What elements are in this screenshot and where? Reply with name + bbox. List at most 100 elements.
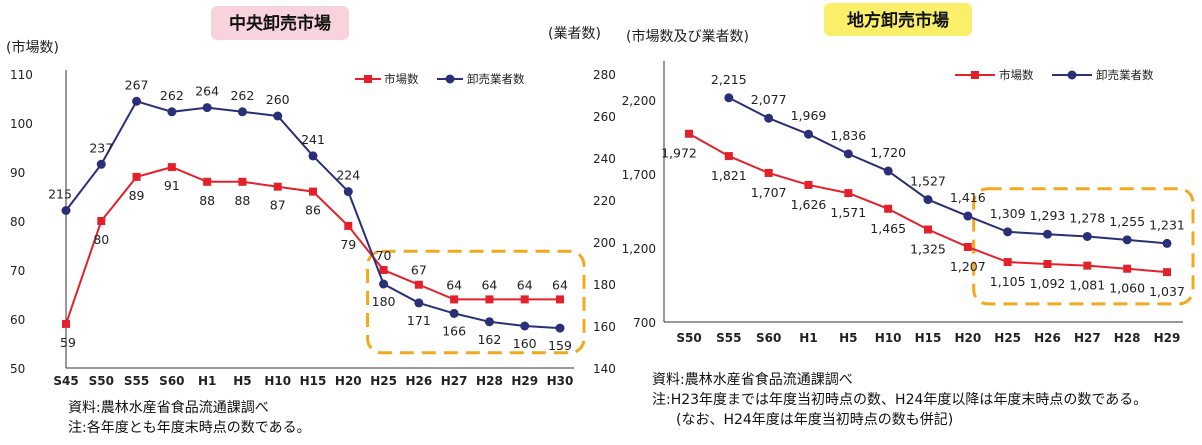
data-point-markets [132,172,141,181]
x-tick-label: H27 [1074,331,1101,345]
chart-title-regional: 地方卸売市場 [847,10,949,31]
data-label-wholesalers: 171 [407,313,431,328]
x-tick-label: H28 [476,374,503,388]
x-tick-label: H1 [198,374,216,388]
data-label-wholesalers: 1,969 [791,108,827,123]
data-label-markets: 79 [340,237,356,252]
y2-tick-label: 180 [593,278,616,292]
y2-tick-label: 160 [593,320,616,334]
data-label-markets: 1,060 [1109,281,1145,296]
data-point-wholesalers [132,96,142,106]
data-label-wholesalers: 1,309 [990,206,1026,221]
data-label-markets: 1,707 [751,185,787,200]
data-label-wholesalers: 2,215 [711,72,747,87]
data-label-markets: 67 [411,263,427,278]
data-point-markets [1163,268,1171,277]
data-point-markets [450,295,459,304]
legend-central: 市場数 卸売業者数 [355,72,525,86]
data-point-wholesalers [96,159,106,169]
data-label-markets: 64 [517,277,533,292]
data-label-wholesalers: 166 [442,323,466,338]
y2-tick-label: 140 [593,362,616,376]
data-point-wholesalers [764,113,774,123]
x-tick-label: H10 [264,374,291,388]
legend-regional: 市場数 卸売業者数 [955,68,1154,82]
chart-regional-market: 地方卸売市場 (市場数及び業者数) 2,200 1,700 1,200 700 S50… [622,3,1195,428]
x-tick-label: H1 [799,331,817,345]
legend-label-markets: 市場数 [384,72,419,86]
legend-label-wholesalers: 卸売業者数 [1096,68,1154,82]
data-label-wholesalers: 262 [230,88,254,103]
data-label-wholesalers: 241 [301,132,325,147]
data-label-markets: 89 [129,188,145,203]
data-point-markets [520,295,529,304]
legend-label-markets: 市場数 [999,68,1034,82]
y2-tick-label: 260 [593,110,616,124]
data-label-markets: 87 [270,198,286,213]
legend-marker-markets [971,71,979,79]
chart-central-market: 中央卸売市場 (市場数) (業者数) 110 100 90 80 70 60 50 280 2… [6,6,616,436]
footnote-regional-1: 注:H23年度までは年度当初時点の数、H24年度以降は年度末時点の数である。 [652,391,1147,408]
data-point-wholesalers [308,151,318,161]
data-label-markets: 1,081 [1069,278,1105,293]
data-point-markets [1083,261,1092,270]
x-tick-label: H25 [370,374,397,388]
data-label-wholesalers: 2,077 [751,92,787,107]
legend-label-wholesalers: 卸売業者数 [467,72,525,86]
data-label-wholesalers: 1,255 [1109,214,1145,229]
data-label-wholesalers: 1,836 [830,128,866,143]
data-label-wholesalers: 237 [89,140,113,155]
source-note-regional: 資料:農林水産省食品流通課調べ [652,371,853,388]
data-label-wholesalers: 260 [266,92,290,107]
data-point-markets [62,319,70,328]
data-point-wholesalers [61,206,71,215]
data-label-wholesalers: 262 [160,88,184,103]
x-tick-label: S45 [53,374,78,388]
data-point-wholesalers [1003,227,1013,237]
title-highlight-regional [824,3,972,36]
data-point-markets [203,177,212,186]
footnote-regional-2: (なお、H24年度は年度当初時点の数も併記) [676,411,953,428]
data-point-wholesalers [449,308,459,318]
data-point-wholesalers [883,166,893,176]
x-tick-label: S60 [756,331,781,345]
data-point-markets [1043,259,1052,268]
series-line-wholesalers [728,96,1168,245]
dashed-highlight-box-central [366,249,586,355]
x-tick-label: H5 [233,374,251,388]
y-tick-label: 70 [10,264,25,278]
data-label-wholesalers: 224 [336,168,360,183]
y-tick-label: 2,200 [622,94,656,108]
x-tick-label: H15 [915,331,942,345]
x-tick-label: H25 [994,331,1021,345]
data-point-wholesalers [1122,235,1132,245]
x-tick-label: H20 [335,374,362,388]
data-point-markets [414,280,423,289]
data-point-markets [309,187,317,196]
data-label-markets: 80 [93,232,109,247]
data-point-wholesalers [724,93,734,103]
data-point-markets [764,168,773,177]
data-label-markets: 1,325 [910,242,946,257]
data-label-wholesalers: 1,231 [1149,217,1185,232]
data-point-markets [344,221,353,230]
data-point-markets [273,182,282,191]
data-label-markets: 64 [446,277,462,292]
data-label-markets: 1,972 [661,146,697,161]
y-tick-label: 1,700 [622,168,656,182]
data-label-wholesalers: 1,293 [1030,208,1066,223]
x-tick-label: H5 [839,331,857,345]
data-label-markets: 59 [60,335,76,350]
y2-tick-label: 240 [593,152,616,166]
y2-tick-label: 200 [593,236,616,250]
data-label-markets: 1,821 [711,168,747,183]
data-point-markets [685,129,693,138]
data-point-wholesalers [202,103,212,113]
data-label-markets: 1,465 [870,221,906,236]
data-point-markets [379,266,388,274]
data-point-markets [238,177,247,186]
data-point-markets [1003,258,1012,267]
y-axis-label-central: (市場数) [6,39,59,56]
x-tick-label: H26 [1034,331,1061,345]
data-label-markets: 70 [376,248,392,263]
